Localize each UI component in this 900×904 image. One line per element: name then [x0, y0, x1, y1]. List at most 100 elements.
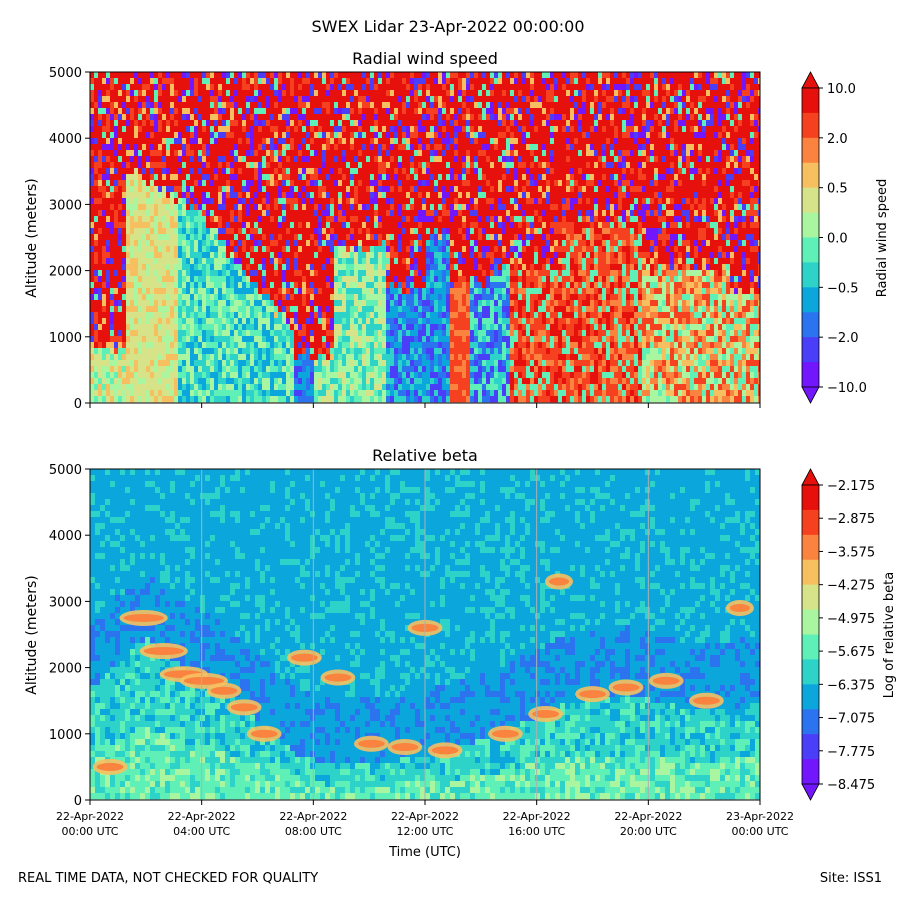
- radial-wind-cell: [266, 72, 271, 79]
- radial-wind-cell: [166, 354, 171, 361]
- radial-wind-cell: [158, 102, 163, 109]
- radial-wind-cell: [354, 78, 359, 85]
- radial-wind-cell: [322, 102, 327, 109]
- radial-wind-cell: [158, 258, 163, 265]
- radial-wind-cell: [210, 366, 215, 373]
- radial-wind-cell: [238, 360, 243, 367]
- radial-wind-cell: [94, 114, 99, 121]
- radial-wind-cell: [322, 294, 327, 301]
- radial-wind-cell: [374, 102, 379, 109]
- radial-wind-cell: [226, 318, 231, 325]
- radial-wind-cell: [362, 168, 367, 175]
- radial-wind-cell: [414, 96, 419, 103]
- radial-wind-cell: [358, 234, 363, 241]
- radial-wind-cell: [442, 360, 447, 367]
- radial-wind-cell: [262, 330, 267, 337]
- radial-wind-cell: [170, 138, 175, 145]
- radial-wind-cell: [146, 138, 151, 145]
- radial-wind-cell: [450, 264, 455, 271]
- radial-wind-cell: [182, 222, 187, 229]
- radial-wind-cell: [94, 252, 99, 259]
- radial-wind-cell: [362, 252, 367, 259]
- radial-wind-cell: [246, 126, 251, 133]
- radial-wind-cell: [126, 246, 131, 253]
- radial-wind-cell: [166, 90, 171, 97]
- radial-wind-cell: [334, 138, 339, 145]
- radial-wind-cell: [270, 360, 275, 367]
- radial-wind-cell: [318, 168, 323, 175]
- radial-wind-cell: [190, 120, 195, 127]
- radial-wind-cell: [230, 216, 235, 223]
- radial-wind-cell: [170, 144, 175, 151]
- radial-wind-cell: [270, 150, 275, 157]
- radial-wind-cell: [450, 162, 455, 169]
- radial-wind-cell: [394, 264, 399, 271]
- radial-wind-cell: [210, 180, 215, 187]
- radial-wind-cell: [150, 336, 155, 343]
- radial-wind-cell: [102, 294, 107, 301]
- radial-wind-cell: [298, 78, 303, 85]
- radial-wind-cell: [146, 390, 151, 397]
- radial-wind-cell: [150, 198, 155, 205]
- radial-wind-cell: [170, 318, 175, 325]
- radial-wind-cell: [310, 300, 315, 307]
- radial-wind-cell: [174, 156, 179, 163]
- radial-wind-cell: [134, 198, 139, 205]
- radial-wind-cell: [354, 384, 359, 391]
- radial-wind-cell: [218, 366, 223, 373]
- radial-wind-cell: [162, 144, 167, 151]
- radial-wind-cell: [434, 102, 439, 109]
- radial-wind-cell: [318, 198, 323, 205]
- radial-wind-cell: [374, 216, 379, 223]
- radial-wind-cell: [266, 372, 271, 379]
- radial-wind-cell: [446, 294, 451, 301]
- radial-wind-cell: [262, 204, 267, 211]
- radial-wind-cell: [450, 84, 455, 91]
- radial-wind-cell: [326, 282, 331, 289]
- radial-wind-cell: [274, 216, 279, 223]
- radial-wind-cell: [246, 390, 251, 397]
- radial-wind-cell: [422, 204, 427, 211]
- radial-wind-cell: [298, 312, 303, 319]
- radial-wind-cell: [150, 240, 155, 247]
- radial-wind-cell: [306, 240, 311, 247]
- radial-wind-cell: [214, 186, 219, 193]
- radial-wind-cell: [226, 204, 231, 211]
- radial-wind-cell: [442, 186, 447, 193]
- radial-wind-cell: [114, 72, 119, 79]
- radial-wind-cell: [426, 240, 431, 247]
- radial-wind-cell: [398, 336, 403, 343]
- radial-wind-cell: [90, 180, 95, 187]
- radial-wind-cell: [174, 174, 179, 181]
- radial-wind-cell: [286, 366, 291, 373]
- radial-wind-cell: [430, 204, 435, 211]
- radial-wind-cell: [94, 234, 99, 241]
- radial-wind-cell: [254, 240, 259, 247]
- radial-wind-cell: [342, 108, 347, 115]
- radial-wind-cell: [298, 324, 303, 331]
- radial-wind-cell: [414, 150, 419, 157]
- radial-wind-cell: [106, 228, 111, 235]
- radial-wind-cell: [338, 72, 343, 79]
- radial-wind-cell: [354, 174, 359, 181]
- radial-wind-cell: [270, 144, 275, 151]
- radial-wind-cell: [118, 180, 123, 187]
- radial-wind-cell: [98, 348, 103, 355]
- radial-wind-cell: [366, 306, 371, 313]
- radial-wind-cell: [182, 396, 187, 403]
- radial-wind-cell: [334, 372, 339, 379]
- radial-wind-cell: [374, 168, 379, 175]
- radial-wind-cell: [382, 114, 387, 121]
- radial-wind-cell: [394, 102, 399, 109]
- radial-wind-cell: [190, 342, 195, 349]
- radial-wind-cell: [334, 222, 339, 229]
- radial-wind-cell: [342, 372, 347, 379]
- radial-wind-cell: [202, 234, 207, 241]
- radial-wind-cell: [110, 312, 115, 319]
- radial-wind-cell: [342, 240, 347, 247]
- radial-wind-cell: [274, 330, 279, 337]
- radial-wind-cell: [370, 396, 375, 403]
- radial-wind-cell: [298, 390, 303, 397]
- radial-wind-cell: [354, 306, 359, 313]
- radial-wind-cell: [358, 396, 363, 403]
